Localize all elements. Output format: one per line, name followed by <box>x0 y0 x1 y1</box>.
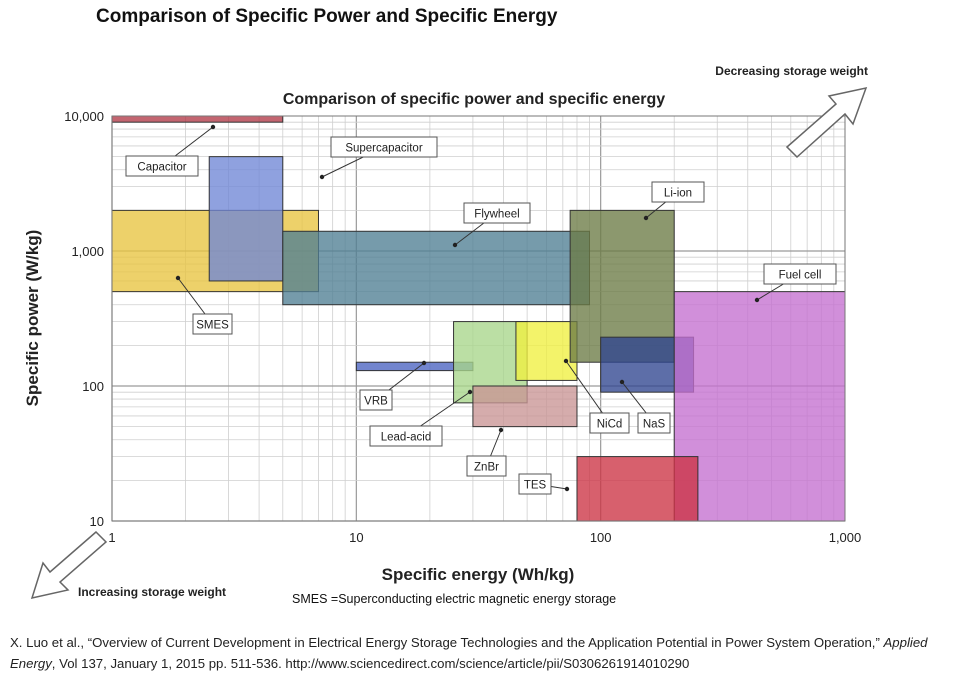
page-title: Comparison of Specific Power and Specifi… <box>96 6 558 27</box>
callout-fuel-cell: Fuel cell <box>754 263 837 303</box>
region-label: Li-ion <box>664 188 692 200</box>
citation-authors: X. Luo et al., “Overview of Current Deve… <box>10 635 884 650</box>
callout-box <box>637 412 671 434</box>
region-label: SMES <box>196 320 229 332</box>
callout-pointer <box>619 379 625 385</box>
energy-storage-chart: Comparison of specific power and specifi… <box>23 64 868 600</box>
callout-box <box>463 202 531 224</box>
y-tick-label: 1,000 <box>71 244 104 259</box>
callout-box <box>763 263 837 285</box>
callout-capacitor: Capacitor <box>125 124 216 177</box>
plot-frame <box>111 115 846 522</box>
citation-details: , Vol 137, January 1, 2015 pp. 511-536. … <box>51 656 690 671</box>
callout-pointer <box>452 242 458 248</box>
region-tes <box>576 456 699 522</box>
y-tick-label: 10 <box>90 514 104 529</box>
region-label: TES <box>524 480 547 492</box>
callout-pointer <box>210 124 216 130</box>
x-tick-label: 100 <box>590 530 612 545</box>
callout-tes: TES <box>518 473 570 495</box>
region-label: VRB <box>364 396 388 408</box>
y-tick-label: 100 <box>82 379 104 394</box>
decreasing-weight-label: Decreasing storage weight <box>715 64 868 78</box>
x-tick-label: 1,000 <box>829 530 862 545</box>
x-tick-label: 1 <box>108 530 115 545</box>
region-label: NiCd <box>597 419 623 431</box>
region-nicd <box>515 321 578 381</box>
callout-pointer <box>175 275 181 281</box>
y-axis-label: Specific power (W/kg) <box>23 230 42 407</box>
callout-lead-acid: Lead-acid <box>369 389 473 447</box>
callout-pointer <box>563 358 569 364</box>
callout-pointer <box>319 174 325 180</box>
tick-layer: 1 10 100 1,000 10 100 1,000 10,000 <box>64 109 861 545</box>
callout-vrb: VRB <box>359 360 427 411</box>
callout-nas: NaS <box>619 379 671 434</box>
region-znbr <box>472 385 578 428</box>
decreasing-weight-arrow <box>785 86 868 159</box>
region-capacitor <box>111 115 284 123</box>
region-layer <box>111 115 846 522</box>
increasing-weight-label: Increasing storage weight <box>78 585 226 599</box>
callout-box <box>651 181 705 203</box>
callout-box <box>330 136 438 158</box>
callout-pointer <box>467 389 473 395</box>
y-tick-label: 10,000 <box>64 109 104 124</box>
callout-box <box>466 455 507 477</box>
callout-box <box>359 389 393 411</box>
callout-nicd: NiCd <box>563 358 630 434</box>
region-label: Lead-acid <box>381 432 432 444</box>
smes-footnote: SMES =Superconducting electric magnetic … <box>292 592 617 606</box>
callout-box <box>518 473 552 495</box>
callout-pointer <box>421 360 427 366</box>
callout-flywheel: Flywheel <box>452 202 531 248</box>
callout-li-ion: Li-ion <box>643 181 705 221</box>
x-axis-label: Specific energy (Wh/kg) <box>382 565 575 584</box>
x-tick-label: 10 <box>349 530 363 545</box>
callout-smes: SMES <box>175 275 233 335</box>
callout-pointer <box>754 297 760 303</box>
callout-pointer <box>643 215 649 221</box>
region-flywheel <box>282 230 590 306</box>
callout-box <box>192 313 233 335</box>
callout-pointer <box>498 427 504 433</box>
callout-box <box>125 155 199 177</box>
increasing-weight-arrow <box>30 530 108 600</box>
citation-journal: Applied Energy <box>10 635 928 671</box>
region-fuel-cell <box>673 291 846 522</box>
region-label: ZnBr <box>474 462 499 474</box>
callout-supercapacitor: Supercapacitor <box>319 136 438 180</box>
citation: X. Luo et al., “Overview of Current Deve… <box>10 632 950 674</box>
region-label: Fuel cell <box>779 270 822 282</box>
callout-znbr: ZnBr <box>466 427 507 477</box>
callout-box <box>369 425 443 447</box>
region-supercapacitor <box>208 156 284 282</box>
chart-title: Comparison of specific power and specifi… <box>283 91 665 108</box>
region-label: Flywheel <box>474 209 519 221</box>
region-label: Capacitor <box>137 162 186 174</box>
callout-layer: Capacitor SMES Supercapacitor Flywheel VRB Le… <box>125 124 837 495</box>
callout-pointer <box>564 486 570 492</box>
callout-box <box>589 412 630 434</box>
region-label: Supercapacitor <box>345 143 423 155</box>
region-label: NaS <box>643 419 666 431</box>
